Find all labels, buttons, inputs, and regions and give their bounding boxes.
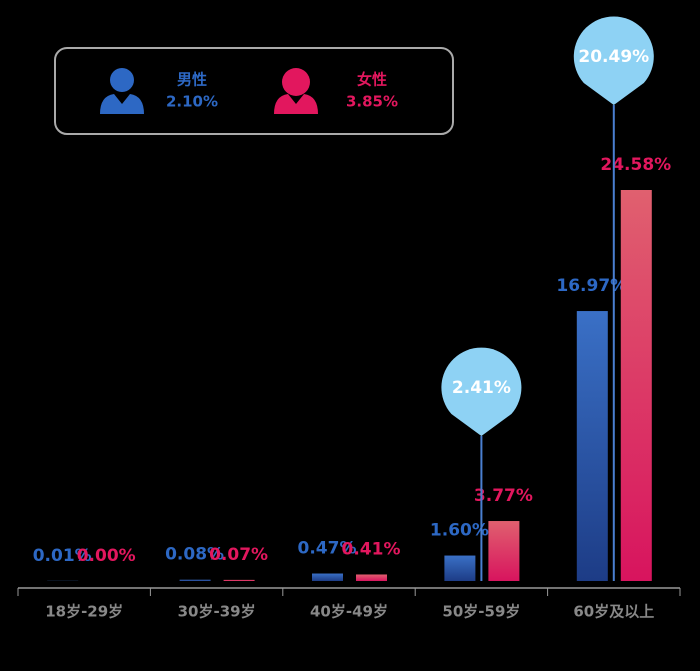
bar [223, 579, 255, 581]
bar [620, 190, 652, 581]
legend-label: 男性 [177, 71, 207, 89]
value-label: 0.01% [33, 546, 92, 566]
legend-box [54, 47, 454, 135]
x-tick-label: 50岁-59岁 [442, 603, 520, 621]
x-tick-label: 40岁-49岁 [310, 603, 388, 621]
bar [179, 579, 211, 581]
legend-value: 3.85% [346, 93, 398, 111]
value-label: 1.60% [430, 521, 489, 541]
male-icon [100, 68, 144, 114]
value-label: 16.97% [556, 276, 627, 296]
bar [488, 521, 520, 581]
value-label: 0.47% [298, 539, 357, 559]
callout-balloon [573, 16, 654, 106]
value-label: 0.00% [77, 546, 136, 566]
value-label: 24.58% [600, 155, 671, 175]
bar [444, 555, 476, 581]
legend-value: 2.10% [166, 93, 218, 111]
value-label: 0.41% [342, 539, 401, 559]
value-label: 0.07% [209, 545, 268, 565]
x-tick-label: 60岁及以上 [573, 603, 654, 621]
bar [312, 573, 343, 581]
legend-label: 女性 [357, 71, 387, 89]
callout-label: 2.41% [452, 378, 511, 398]
value-label: 0.08% [165, 545, 224, 565]
bar [356, 574, 387, 581]
callout-balloon [441, 347, 522, 437]
bar [576, 311, 608, 581]
x-tick-label: 18岁-29岁 [45, 603, 123, 621]
value-label: 3.77% [474, 486, 533, 506]
callout-label: 20.49% [578, 47, 649, 67]
female-icon [274, 68, 318, 114]
x-tick-label: 30岁-39岁 [178, 603, 256, 621]
